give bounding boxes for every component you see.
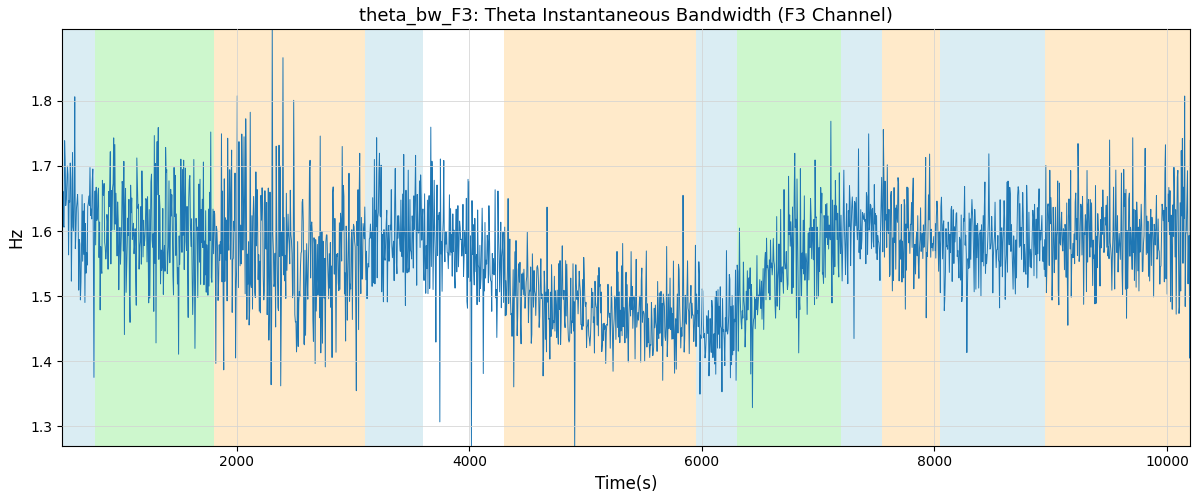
Bar — [737, 30, 841, 446]
Bar — [1045, 30, 1190, 446]
Bar — [62, 30, 95, 446]
Bar — [214, 30, 365, 446]
Bar — [841, 30, 882, 446]
Bar — [504, 30, 696, 446]
Bar — [696, 30, 737, 446]
X-axis label: Time(s): Time(s) — [595, 475, 658, 493]
Y-axis label: Hz: Hz — [7, 227, 25, 248]
Bar — [95, 30, 214, 446]
Bar — [882, 30, 941, 446]
Bar — [365, 30, 422, 446]
Bar — [941, 30, 1045, 446]
Title: theta_bw_F3: Theta Instantaneous Bandwidth (F3 Channel): theta_bw_F3: Theta Instantaneous Bandwid… — [359, 7, 893, 25]
